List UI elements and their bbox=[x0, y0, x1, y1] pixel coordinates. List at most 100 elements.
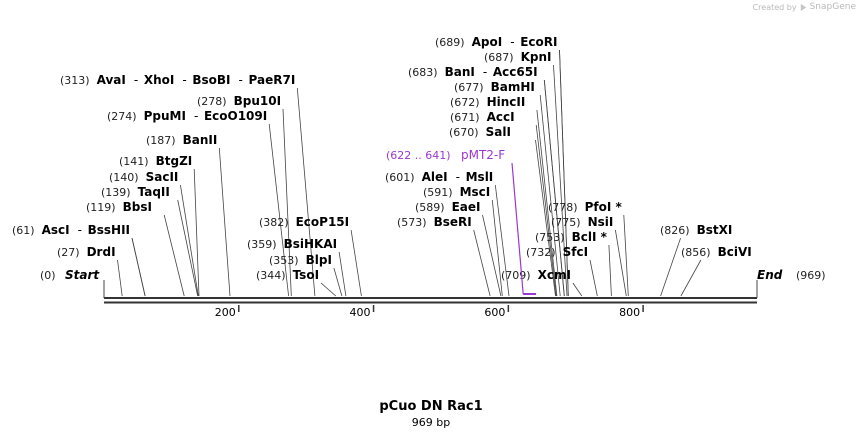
enzyme-label[interactable]: (687) KpnI bbox=[484, 50, 552, 64]
enzyme-label[interactable]: (382) EcoP15I bbox=[259, 215, 349, 229]
enzyme-label[interactable]: (591) MscI bbox=[423, 185, 490, 199]
enzyme-name[interactable]: BsoBI bbox=[192, 73, 230, 87]
cut-site-line bbox=[268, 123, 289, 297]
cut-site-line bbox=[535, 139, 556, 297]
cut-position: (61) bbox=[12, 224, 35, 237]
enzyme-label[interactable]: (683) BanI - Acc65I bbox=[408, 65, 538, 79]
enzyme-label[interactable]: (573) BseRI bbox=[397, 215, 472, 229]
start-label: Start bbox=[65, 268, 100, 282]
map-length: 969 bp bbox=[411, 416, 451, 429]
cut-site-line bbox=[660, 237, 681, 297]
enzyme-name[interactable]: MslI bbox=[466, 170, 494, 184]
enzyme-label[interactable]: (278) Bpu10I bbox=[197, 94, 281, 108]
cut-site-line bbox=[482, 214, 502, 297]
cut-site-line bbox=[491, 199, 503, 297]
enzyme-label[interactable]: (353) BlpI bbox=[269, 253, 332, 267]
enzyme-label[interactable]: (589) EaeI bbox=[415, 200, 481, 214]
enzyme-name[interactable]: BsiHKAI bbox=[284, 237, 338, 251]
enzyme-name[interactable]: HincII bbox=[487, 95, 526, 109]
enzyme-name[interactable]: SacII bbox=[146, 170, 179, 184]
enzyme-name[interactable]: XcmI bbox=[538, 268, 571, 282]
enzyme-name[interactable]: AvaI bbox=[97, 73, 126, 87]
name-separator: - bbox=[239, 73, 243, 87]
enzyme-label[interactable]: (709) XcmI bbox=[501, 268, 571, 282]
enzyme-name[interactable]: PaeR7I bbox=[249, 73, 296, 87]
enzyme-name[interactable]: SfcI bbox=[563, 245, 588, 259]
enzyme-name[interactable]: PpuMI bbox=[144, 109, 186, 123]
enzyme-name[interactable]: NsiI bbox=[588, 215, 614, 229]
enzyme-label[interactable]: (27) DrdI bbox=[57, 245, 116, 259]
enzyme-name[interactable]: XhoI bbox=[144, 73, 175, 87]
enzyme-name[interactable]: TsoI bbox=[293, 268, 319, 282]
enzyme-name[interactable]: AccI bbox=[487, 110, 515, 124]
cut-position: (139) bbox=[101, 186, 131, 199]
enzyme-name[interactable]: BamHI bbox=[491, 80, 535, 94]
enzyme-name[interactable]: ApoI bbox=[472, 35, 503, 49]
enzyme-label[interactable]: (670) SalI bbox=[449, 125, 511, 139]
primer-name[interactable]: pMT2-F bbox=[461, 148, 505, 162]
enzyme-name[interactable]: EcoO109I bbox=[204, 109, 267, 123]
name-separator: - bbox=[194, 109, 198, 123]
enzyme-label[interactable]: (140) SacII bbox=[109, 170, 178, 184]
enzyme-label[interactable]: (856) BciVI bbox=[681, 245, 752, 259]
enzyme-label[interactable]: (775) NsiI bbox=[551, 215, 613, 229]
cut-position: (274) bbox=[107, 110, 137, 123]
enzyme-label[interactable]: (274) PpuMI - EcoO109I bbox=[107, 109, 267, 123]
cut-site-line bbox=[559, 49, 569, 297]
enzyme-label[interactable]: (139) TaqII bbox=[101, 185, 170, 199]
cut-site-line bbox=[543, 79, 565, 297]
enzyme-name[interactable]: BstXI bbox=[697, 223, 733, 237]
cut-site-line bbox=[680, 259, 702, 297]
enzyme-name[interactable]: Bpu10I bbox=[234, 94, 281, 108]
cut-position: (344) bbox=[256, 269, 286, 282]
enzyme-label[interactable]: (313) AvaI - XhoI - BsoBI - PaeR7I bbox=[60, 73, 295, 87]
cut-site-line bbox=[163, 214, 185, 297]
primer-pmt2-f[interactable]: (622 .. 641) pMT2-F bbox=[386, 148, 536, 295]
enzyme-name[interactable]: AleI bbox=[422, 170, 448, 184]
cut-site-line bbox=[117, 259, 123, 297]
enzyme-label[interactable]: (671) AccI bbox=[450, 110, 515, 124]
enzyme-label[interactable]: (689) ApoI - EcoRI bbox=[435, 35, 557, 49]
enzyme-label[interactable]: (141) BtgZI bbox=[119, 154, 192, 168]
cut-position: (589) bbox=[415, 201, 445, 214]
enzyme-name[interactable]: DrdI bbox=[87, 245, 116, 259]
enzyme-name[interactable]: MscI bbox=[460, 185, 491, 199]
enzyme-name[interactable]: BtgZI bbox=[156, 154, 193, 168]
enzyme-name[interactable]: BseRI bbox=[434, 215, 472, 229]
enzyme-name[interactable]: AscI bbox=[42, 223, 70, 237]
enzyme-label[interactable]: (187) BanII bbox=[146, 133, 217, 147]
enzyme-label[interactable]: (826) BstXI bbox=[660, 223, 732, 237]
enzyme-label[interactable]: (359) BsiHKAI bbox=[247, 237, 337, 251]
enzyme-name[interactable]: EcoP15I bbox=[296, 215, 350, 229]
enzyme-name[interactable]: BbsI bbox=[123, 200, 152, 214]
enzyme-name[interactable]: EcoRI bbox=[520, 35, 557, 49]
cut-site-line bbox=[282, 108, 292, 297]
enzyme-name[interactable]: KpnI bbox=[521, 50, 552, 64]
enzyme-name[interactable]: EaeI bbox=[452, 200, 481, 214]
enzyme-label[interactable]: (672) HincII bbox=[450, 95, 525, 109]
enzyme-label[interactable]: (601) AleI - MslI bbox=[385, 170, 493, 184]
enzyme-name[interactable]: BciVI bbox=[718, 245, 752, 259]
enzyme-label[interactable]: (778) PfoI * bbox=[548, 200, 622, 214]
enzyme-name[interactable]: Acc65I bbox=[493, 65, 538, 79]
enzyme-label[interactable]: (61) AscI - BssHII bbox=[12, 223, 130, 237]
enzyme-name[interactable]: PfoI * bbox=[585, 200, 623, 214]
enzyme-label[interactable]: (753) BclI * bbox=[535, 230, 608, 244]
enzyme-label[interactable]: (677) BamHI bbox=[454, 80, 535, 94]
cut-site-line bbox=[193, 168, 200, 297]
enzyme-name[interactable]: BlpI bbox=[306, 253, 332, 267]
enzyme-name[interactable]: BssHII bbox=[88, 223, 130, 237]
enzyme-name[interactable]: BclI * bbox=[572, 230, 608, 244]
credit-prefix: Created by bbox=[752, 2, 797, 12]
credit-brand: SnapGene bbox=[809, 2, 856, 12]
primer-range: (622 .. 641) bbox=[386, 149, 451, 162]
enzyme-name[interactable]: BanI bbox=[445, 65, 475, 79]
enzyme-label[interactable]: (119) BbsI bbox=[86, 200, 152, 214]
name-separator: - bbox=[456, 170, 460, 184]
cut-position: (359) bbox=[247, 238, 277, 251]
enzyme-name[interactable]: SalI bbox=[486, 125, 511, 139]
enzyme-name[interactable]: TaqII bbox=[138, 185, 170, 199]
enzyme-name[interactable]: BanII bbox=[183, 133, 218, 147]
enzyme-label[interactable]: (732) SfcI bbox=[526, 245, 588, 259]
enzyme-label[interactable]: (344) TsoI bbox=[256, 268, 319, 282]
